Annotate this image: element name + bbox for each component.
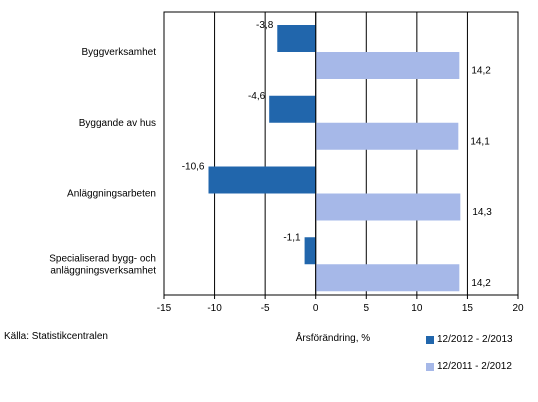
legend-swatch-series-2 [426,362,434,371]
legend-item-series-1: 12/2012 - 2/2013 [426,334,513,345]
data-label: -1,1 [283,232,301,243]
bar-series-1 [208,166,316,194]
data-label: -10,6 [182,162,205,173]
legend-label-series-1: 12/2012 - 2/2013 [437,334,513,345]
bar-series-2 [315,52,460,79]
category-label: Anläggningsarbeten [67,189,156,200]
data-label: 14,3 [472,207,492,218]
category-label: Byggande av hus [79,118,156,129]
x-tick-label: -10 [207,303,222,314]
x-tick-label: 15 [462,303,474,314]
category-label: Byggverksamhet [82,47,157,58]
data-label: 14,2 [471,66,491,77]
legend-swatch-series-1 [426,335,434,344]
data-label: 14,1 [470,136,490,147]
x-tick-label: -5 [261,303,270,314]
data-label: 14,2 [471,278,491,289]
bar-series-1 [269,95,316,123]
data-label: -4,6 [248,91,266,102]
bar-series-1 [277,25,316,52]
bar-series-1 [304,237,316,265]
category-label: anläggningsverksamhet [50,265,156,276]
source-note: Källa: Statistikcentralen [4,331,108,342]
x-axis-title: Årsförändring, % [296,331,371,344]
bar-series-2 [315,122,459,150]
x-tick-label: 20 [512,303,524,314]
category-label: Specialiserad bygg- och [49,253,156,264]
x-tick-label: 0 [313,303,319,314]
x-tick-label: -15 [157,303,172,314]
data-label: -3,8 [256,20,274,31]
plot-frame [163,11,519,296]
bar-series-2 [315,193,461,221]
legend-label-series-2: 12/2011 - 2/2012 [437,361,512,372]
x-tick-label: 10 [411,303,423,314]
x-tick-label: 5 [364,303,370,314]
bar-series-2 [315,264,460,292]
legend-item-series-2: 12/2011 - 2/2012 [426,361,512,372]
